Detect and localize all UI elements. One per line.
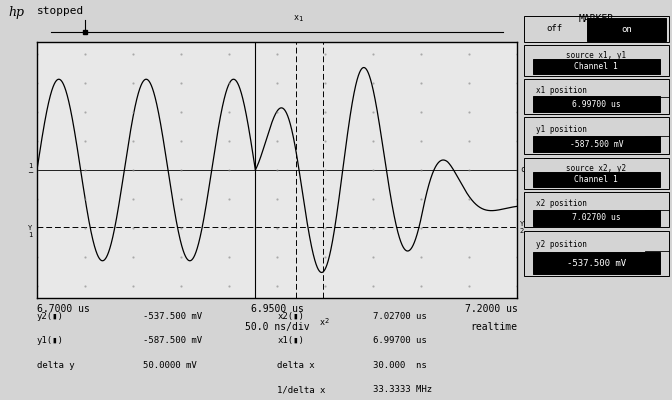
Text: -587.500 mV: -587.500 mV	[142, 336, 202, 345]
Bar	[524, 45, 669, 76]
Text: off: off	[546, 24, 562, 33]
Text: on: on	[622, 25, 632, 34]
Bar	[524, 79, 669, 114]
Text: x: x	[294, 12, 299, 22]
Bar	[524, 16, 669, 42]
Text: -537.500 mV: -537.500 mV	[142, 312, 202, 321]
Text: y1 position: y1 position	[536, 126, 587, 134]
Text: delta y: delta y	[37, 361, 75, 370]
Text: 1
─: 1 ─	[28, 164, 32, 176]
Text: source x1, y1: source x1, y1	[566, 52, 626, 60]
Text: y1(▮): y1(▮)	[37, 336, 64, 345]
Text: 2: 2	[325, 318, 329, 324]
Text: -537.500 mV: -537.500 mV	[567, 259, 626, 268]
Text: -587.500 mV: -587.500 mV	[570, 140, 623, 149]
Bar	[533, 59, 660, 74]
Text: x2 position: x2 position	[536, 199, 587, 208]
Text: MARKER: MARKER	[579, 14, 614, 24]
Text: y2 position: y2 position	[536, 240, 587, 249]
Text: x1(▮): x1(▮)	[278, 336, 304, 345]
Text: 7.2000 us: 7.2000 us	[464, 304, 517, 314]
Bar	[524, 158, 669, 189]
Text: 6.99700 us: 6.99700 us	[374, 336, 427, 345]
Text: hp: hp	[9, 6, 25, 19]
Bar	[587, 18, 666, 41]
Text: 7.02700 us: 7.02700 us	[572, 213, 621, 222]
Text: 1/delta x: 1/delta x	[278, 385, 325, 394]
Text: Channel 1: Channel 1	[575, 175, 618, 184]
Text: x2(▮): x2(▮)	[278, 312, 304, 321]
Bar	[524, 231, 669, 276]
Text: stopped: stopped	[37, 6, 84, 16]
Text: 6.9500 us: 6.9500 us	[251, 304, 304, 314]
Text: 7.02700 us: 7.02700 us	[374, 312, 427, 321]
Text: 50.0 ns/div: 50.0 ns/div	[245, 322, 310, 332]
Bar	[533, 96, 660, 112]
Text: 50.0000 mV: 50.0000 mV	[142, 361, 196, 370]
Bar	[533, 210, 660, 226]
Text: 6.99700 us: 6.99700 us	[572, 100, 621, 109]
Text: 30.000  ns: 30.000 ns	[374, 361, 427, 370]
Bar	[524, 192, 669, 227]
Text: 33.3333 MHz: 33.3333 MHz	[374, 385, 432, 394]
Text: Channel 1: Channel 1	[575, 62, 618, 71]
Bar	[533, 252, 660, 274]
Text: y2(▮): y2(▮)	[37, 312, 64, 321]
Text: 6.7000 us: 6.7000 us	[37, 304, 90, 314]
Bar	[524, 117, 669, 154]
Text: realtime: realtime	[470, 322, 517, 332]
Text: x: x	[320, 318, 325, 328]
Text: c1: c1	[520, 166, 529, 174]
Text: Y
1: Y 1	[28, 225, 32, 238]
Bar	[533, 136, 660, 152]
Bar	[533, 172, 660, 187]
Text: Y
2: Y 2	[520, 220, 524, 234]
Text: source x2, y2: source x2, y2	[566, 164, 626, 173]
Text: 1: 1	[298, 16, 302, 22]
Text: delta x: delta x	[278, 361, 314, 370]
Text: x1 position: x1 position	[536, 86, 587, 95]
